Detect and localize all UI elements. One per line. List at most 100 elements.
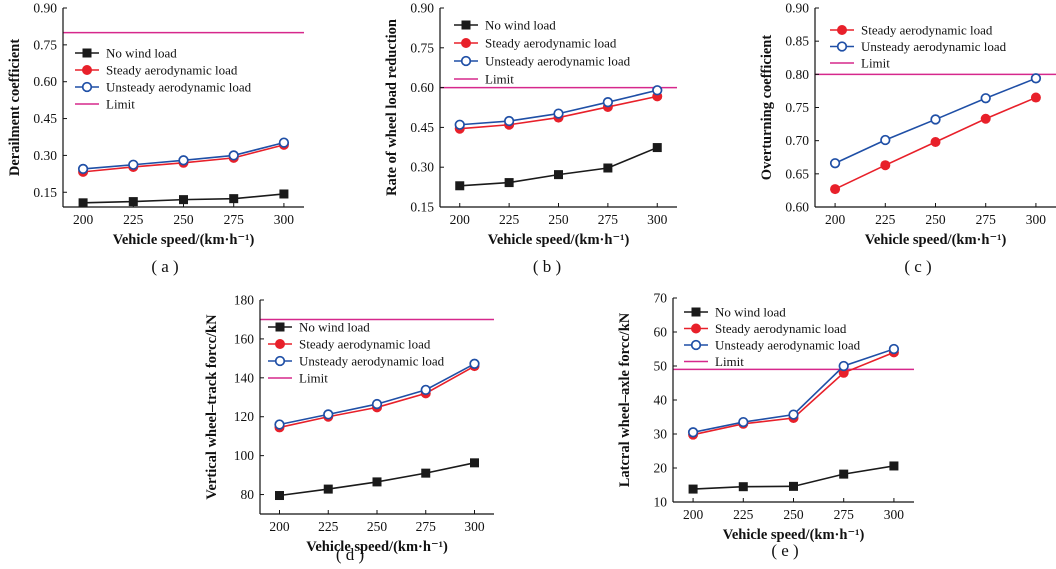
data-point-steady	[830, 184, 841, 195]
legend-label-steady: Steady aerodynamic load	[299, 337, 431, 352]
data-point-unsteady	[687, 427, 699, 438]
data-point-no_wind	[470, 458, 479, 468]
legend-marker-unsteady	[690, 339, 702, 351]
data-point-unsteady	[880, 134, 891, 146]
data-point-unsteady	[602, 97, 614, 108]
x-tick-label: 200	[683, 507, 704, 522]
x-tick-label: 300	[274, 212, 295, 227]
x-axis-label: Vehicle speed/(km·h⁻¹)	[865, 232, 1007, 248]
legend-label-unsteady: Unsteady aerodynamic load	[715, 338, 861, 353]
data-point-unsteady	[980, 93, 991, 104]
y-tick-label: 0.85	[785, 34, 809, 49]
y-tick-label: 80	[241, 487, 255, 502]
data-point-no_wind	[372, 477, 382, 487]
data-point-unsteady	[738, 416, 749, 428]
legend-marker-steady	[837, 25, 847, 35]
x-tick-label: 275	[224, 212, 245, 227]
legend-label-unsteady: Unsteady aerodynamic load	[299, 354, 445, 369]
legend-marker-unsteady	[274, 355, 286, 367]
data-point-unsteady	[371, 398, 383, 410]
y-tick-label: 160	[234, 331, 255, 346]
y-tick-label: 20	[654, 461, 668, 476]
data-point-unsteady	[420, 384, 431, 396]
x-tick-label: 200	[825, 212, 846, 227]
y-tick-label: 0.60	[33, 74, 57, 89]
data-point-unsteady	[553, 108, 564, 119]
panel-caption: ( b )	[533, 257, 561, 276]
legend-label-limit: Limit	[861, 56, 890, 71]
panel-caption: ( a )	[151, 257, 178, 276]
x-axis-label: Vehicle speed/(km·h⁻¹)	[723, 527, 865, 543]
panel-caption: ( c )	[904, 257, 931, 276]
data-point-no_wind	[229, 194, 239, 204]
legend-marker-no_wind	[461, 20, 471, 30]
y-tick-label: 70	[654, 291, 668, 306]
x-axis-label: Vehicle speed/(km·h⁻¹)	[113, 232, 255, 248]
x-tick-label: 275	[976, 212, 997, 227]
legend-marker-steady	[275, 339, 285, 349]
chart-panel-c: 200 225 250 275 300 0.60 0.65 0.70 0.75 0.80 0.85 0…	[759, 1, 1056, 276]
legend-marker-no_wind	[275, 322, 285, 332]
legend-label-steady: Steady aerodynamic load	[485, 36, 617, 51]
data-point-unsteady	[228, 150, 239, 161]
x-tick-label: 225	[875, 212, 896, 227]
legend-label-no_wind: No wind load	[299, 320, 370, 335]
data-point-no_wind	[279, 189, 289, 199]
data-point-steady	[1030, 92, 1041, 103]
x-tick-label: 200	[269, 519, 290, 534]
data-point-no_wind	[889, 461, 899, 471]
legend-label-limit: Limit	[299, 371, 328, 386]
y-axis-label: Derailment coefficient	[7, 39, 23, 176]
legend-label-unsteady: Unsteady aerodynamic load	[861, 39, 1007, 54]
data-point-unsteady	[274, 419, 285, 430]
data-point-unsteady	[888, 343, 900, 355]
y-tick-label: 0.75	[785, 100, 809, 115]
x-axis-label: Vehicle speed/(km·h⁻¹)	[306, 539, 448, 555]
legend-label-steady: Steady aerodynamic load	[861, 23, 993, 38]
y-tick-label: 0.45	[410, 120, 434, 135]
y-tick-label: 0.90	[410, 1, 434, 16]
legend-label-no_wind: No wind load	[485, 18, 556, 33]
y-tick-label: 0.70	[785, 133, 809, 148]
legend-label-unsteady: Unsteady aerodynamic load	[106, 80, 252, 95]
x-tick-label: 225	[499, 212, 520, 227]
x-tick-label: 275	[834, 507, 855, 522]
data-point-steady	[980, 113, 991, 124]
data-point-unsteady	[503, 115, 515, 127]
legend-marker-steady	[82, 65, 92, 75]
legend-label-limit: Limit	[485, 72, 514, 87]
data-point-unsteady	[128, 159, 139, 170]
y-tick-label: 0.60	[785, 200, 809, 215]
data-point-unsteady	[323, 409, 334, 420]
x-tick-label: 200	[73, 212, 94, 227]
y-tick-label: 0.15	[33, 185, 57, 200]
y-tick-label: 0.90	[785, 1, 809, 16]
y-tick-label: 60	[654, 325, 668, 340]
x-tick-label: 200	[450, 212, 471, 227]
x-axis-label: Vehicle speed/(km·h⁻¹)	[488, 232, 630, 248]
data-point-no_wind	[421, 468, 431, 478]
data-point-unsteady	[838, 360, 849, 372]
data-point-unsteady	[652, 85, 663, 96]
y-tick-label: 10	[654, 495, 668, 510]
panel-caption: ( e )	[771, 541, 798, 560]
data-point-no_wind	[275, 491, 284, 501]
y-axis-label: Vertical wheel–track forcc/kN	[204, 314, 220, 500]
x-tick-label: 300	[1026, 212, 1047, 227]
legend-label-no_wind: No wind load	[715, 305, 786, 320]
chart-panel-d: 200 225 250 275 300 80 100 120 140 160 180 Vehicle …	[204, 293, 494, 564]
data-point-no_wind	[652, 143, 662, 153]
data-point-steady	[880, 160, 891, 171]
legend-marker-steady	[691, 323, 701, 334]
data-point-unsteady	[469, 358, 480, 369]
legend-marker-unsteady	[460, 55, 472, 67]
data-point-unsteady	[278, 137, 290, 148]
legend: No wind load Steady aerodynamic load Unste…	[268, 320, 445, 386]
data-point-no_wind	[789, 481, 798, 491]
series-line-no_wind	[459, 146, 658, 187]
y-tick-label: 0.65	[785, 166, 809, 181]
